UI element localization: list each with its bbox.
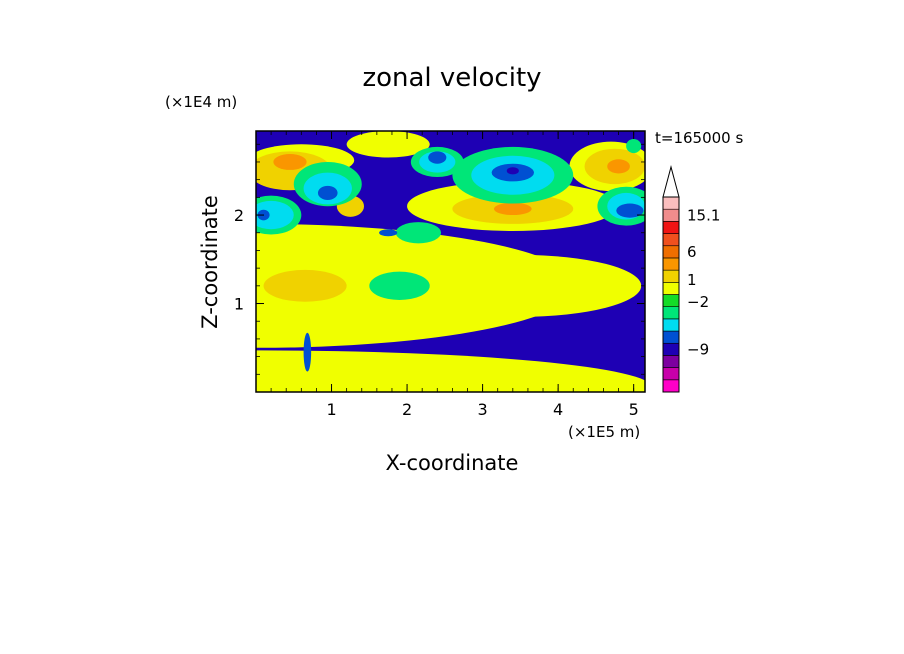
contour-region-4 (346, 131, 430, 158)
x-scale-label: (×1E5 m) (568, 423, 640, 441)
colorbar-swatch-4 (662, 330, 680, 344)
x-axis-label: X-coordinate (386, 451, 519, 475)
colorbar-label-4: −9 (687, 340, 709, 358)
colorbar-label-3: −2 (687, 293, 709, 311)
contour-region-14 (493, 202, 532, 216)
colorbar-swatch-14 (662, 208, 680, 222)
colorbar-swatch-3 (662, 342, 680, 356)
x-tick-label-0: 1 (326, 400, 336, 419)
colorbar-swatch-0 (662, 379, 680, 393)
contour-region-31 (428, 151, 447, 164)
colorbar-extend-arrow (662, 165, 680, 198)
colorbar-label-0: 15.1 (687, 206, 720, 224)
x-axis: 1 2 3 4 5 (270, 131, 639, 419)
contour-region-23 (626, 138, 642, 154)
contour-region-34 (379, 229, 398, 237)
colorbar-swatch-1 (662, 367, 680, 381)
time-label: t=165000 s (655, 129, 743, 147)
y-tick-label-0: 1 (234, 295, 244, 314)
contour-region-2 (399, 254, 642, 317)
contour-region-13 (273, 154, 307, 170)
plot-area (255, 130, 646, 393)
colorbar-swatch-7 (662, 294, 680, 307)
contour-region-1 (256, 350, 645, 392)
colorbar-swatch-13 (662, 221, 680, 234)
contour-region-33 (616, 203, 644, 218)
y-axis-label: Z-coordinate (198, 195, 222, 329)
colorbar-swatch-8 (662, 282, 680, 295)
contour-region-24 (256, 200, 294, 230)
plot-frame (255, 130, 646, 393)
y-tick-label-1: 2 (234, 206, 244, 225)
x-tick-label-4: 5 (629, 400, 639, 419)
colorbar-swatch-12 (662, 233, 680, 247)
contour-region-21 (369, 271, 430, 300)
colorbar-swatch-2 (662, 355, 680, 368)
y-scale-label: (×1E4 m) (165, 93, 237, 111)
contour-regions (256, 131, 645, 392)
y-axis: 12 (234, 143, 645, 375)
colorbar-swatch-9 (662, 269, 680, 283)
colorbar-label-1: 6 (687, 243, 697, 261)
contour-region-36 (506, 167, 519, 175)
colorbar-label-2: 1 (687, 271, 697, 289)
colorbar-swatch-15 (662, 196, 680, 210)
colorbar: 15.1 6 1 −2 −9 (662, 165, 720, 393)
contour-region-30 (317, 185, 338, 201)
contour-region-22 (395, 222, 442, 244)
contour-region-11 (263, 269, 347, 302)
x-tick-label-3: 4 (553, 400, 563, 419)
x-tick-label-2: 3 (478, 400, 488, 419)
colorbar-swatch-11 (662, 245, 680, 259)
contour-region-35 (303, 332, 312, 372)
colorbar-swatch-5 (662, 318, 680, 332)
x-tick-label-1: 2 (402, 400, 412, 419)
contour-region-15 (607, 159, 630, 174)
colorbar-swatch-6 (662, 306, 680, 320)
colorbar-frame (662, 196, 680, 393)
chart-title: zonal velocity (362, 63, 541, 93)
contour-region-7 (293, 230, 377, 262)
colorbar-swatch-10 (662, 257, 680, 271)
